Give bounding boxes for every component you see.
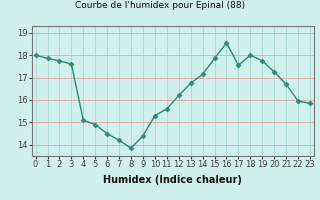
X-axis label: Humidex (Indice chaleur): Humidex (Indice chaleur) <box>103 175 242 185</box>
Text: Courbe de l'humidex pour Epinal (88): Courbe de l'humidex pour Epinal (88) <box>75 1 245 10</box>
